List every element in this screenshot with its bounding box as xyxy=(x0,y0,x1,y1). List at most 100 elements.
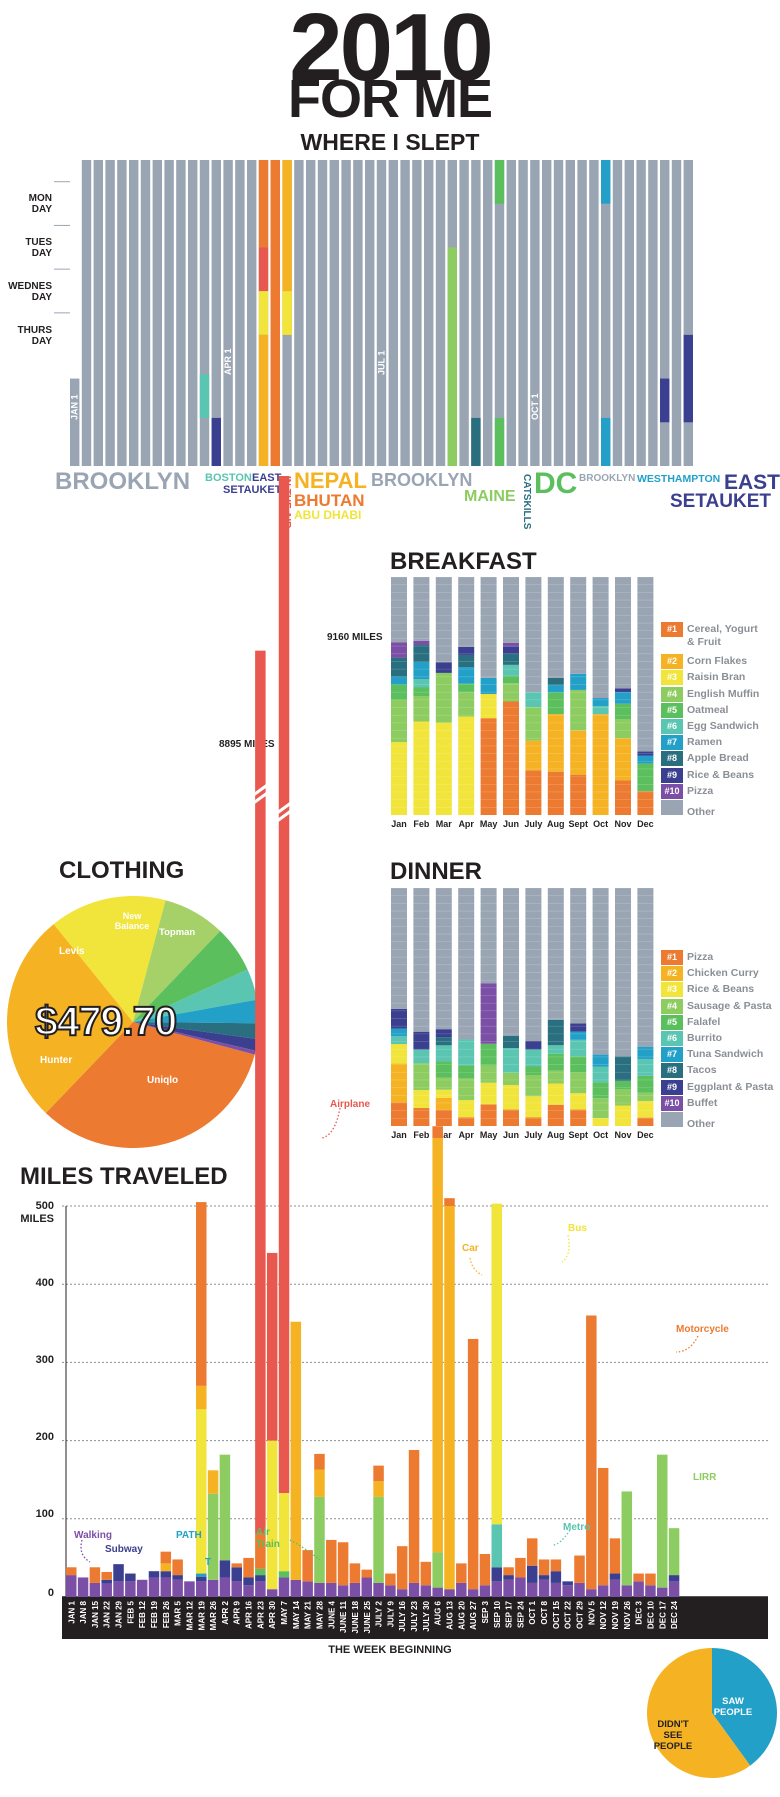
miles-bar-16-8 xyxy=(255,1533,266,1569)
legend-item: #2 Chicken Curry xyxy=(661,966,759,982)
miles-bar-50-0 xyxy=(657,1587,668,1597)
miles-bar-39-0 xyxy=(526,1582,538,1597)
dinner-bar-2-0 xyxy=(435,1109,452,1126)
legend-label: Pizza xyxy=(687,784,714,797)
dinner-bar-0-2 xyxy=(391,1044,407,1064)
sleep-week-49 xyxy=(648,160,658,466)
miles-bar-36-6 xyxy=(491,1203,503,1525)
sleep-week-25 xyxy=(365,160,375,466)
legend-swatch: #6 xyxy=(661,1031,683,1046)
miles-bar-5-1 xyxy=(125,1573,136,1582)
miles-bar-26-8 xyxy=(373,1465,384,1482)
dinner-bar-10-10 xyxy=(615,888,631,1057)
breakfast-month-label-2: Mar xyxy=(436,819,453,829)
miles-bar-28-8 xyxy=(396,1546,408,1590)
clothing-slice-1 xyxy=(6,924,134,1113)
miles-bar-14-0 xyxy=(231,1581,242,1597)
miles-bar-18-9 xyxy=(278,475,290,1493)
dinner-bar-9-4 xyxy=(592,1082,609,1099)
legend-item: #9 Rice & Beans xyxy=(661,767,754,783)
miles-bar-46-1 xyxy=(609,1573,621,1580)
miles-bar-32-0 xyxy=(444,1589,455,1597)
legend-swatch: #9 xyxy=(661,767,683,783)
axis-break-16-b xyxy=(251,790,270,806)
legend-swatch: #5 xyxy=(661,702,683,718)
miles-bar-11-1 xyxy=(196,1576,207,1582)
dinner-bar-7-2 xyxy=(547,1083,564,1105)
ytick-300: 300 xyxy=(35,1354,54,1366)
miles-bar-27-8 xyxy=(385,1573,396,1586)
miles-bar-28-0 xyxy=(396,1589,408,1597)
dinner-bar-11-0 xyxy=(637,1117,654,1126)
legend-label: Pizza xyxy=(687,951,714,963)
callout-5 xyxy=(80,1539,91,1563)
breakfast-bar-6-3 xyxy=(525,707,542,741)
miles-bar-11-7 xyxy=(196,1385,207,1410)
legend-item: #6 Egg Sandwich xyxy=(661,719,759,734)
miles-bar-31-0 xyxy=(432,1587,443,1597)
miles-bar-17-0 xyxy=(266,1589,278,1597)
dinner-bar-0-1 xyxy=(391,1063,407,1103)
legend-item: #8 Apple Bread xyxy=(661,751,749,767)
breakfast-bar-10-10 xyxy=(615,577,631,689)
breakfast-bar-4-6 xyxy=(480,677,497,694)
breakfast-bar-5-4 xyxy=(503,675,519,684)
breakfast-bar-3-4 xyxy=(458,683,475,692)
mode-motorcycle: Motorcycle xyxy=(676,1324,729,1335)
breakfast-bar-0-4 xyxy=(391,684,407,700)
breakfast-bar-0-10 xyxy=(391,577,407,643)
dinner-bar-1-8 xyxy=(413,1031,430,1050)
breakfast-bar-11-8 xyxy=(637,751,654,756)
week-label-5: FEB 5 xyxy=(126,1600,135,1623)
breakfast-bar-5-3 xyxy=(503,683,519,702)
breakfast-month-label-5: Jun xyxy=(503,819,519,829)
week-label-8: FEB 26 xyxy=(162,1600,171,1628)
miles-bar-45-8 xyxy=(597,1467,609,1586)
miles-bar-36-0 xyxy=(491,1581,503,1597)
callout-1 xyxy=(469,1257,483,1276)
miles-bar-30-0 xyxy=(420,1585,432,1597)
legend-item: #10 Pizza xyxy=(661,783,714,799)
week-label-19: MAY 14 xyxy=(292,1600,301,1629)
week-label-15: APR 16 xyxy=(245,1600,254,1629)
sleep-week-19 xyxy=(294,160,304,466)
pie-label-didnt-see-people: DIDN'T SEE PEOPLE xyxy=(653,1719,693,1752)
week-label-39: OCT 1 xyxy=(528,1600,537,1624)
miles-bar-14-8 xyxy=(231,1563,242,1568)
breakfast-bar-0-3 xyxy=(391,699,407,743)
breakfast-bar-1-10 xyxy=(413,577,430,641)
date-marker-0: JAN 1 xyxy=(70,394,80,420)
miles-bar-9-1 xyxy=(172,1575,183,1580)
miles-bar-31-7 xyxy=(432,1137,443,1553)
sleep-week-34 xyxy=(471,160,481,466)
day-label-thursday: THURS DAY xyxy=(17,325,52,347)
miles-bar-15-8 xyxy=(243,1557,254,1578)
miles-bar-46-8 xyxy=(609,1538,621,1574)
legend-swatch: #10 xyxy=(661,783,683,799)
mode-air-train: Air Train xyxy=(256,1527,280,1550)
legend-item: #2 Corn Flakes xyxy=(661,654,747,670)
miles-bar-4-0 xyxy=(113,1581,124,1597)
dinner-bar-11-5 xyxy=(637,1059,654,1076)
dinner-bar-2-4 xyxy=(435,1061,452,1078)
miles-bar-21-0 xyxy=(314,1582,325,1597)
miles-bar-47-0 xyxy=(621,1585,633,1597)
dinner-bar-11-2 xyxy=(637,1100,654,1118)
breakfast-bar-11-6 xyxy=(637,755,654,764)
dinner-bar-10-2 xyxy=(615,1105,631,1126)
miles-bar-23-0 xyxy=(337,1585,349,1597)
sleep-week-44 xyxy=(589,160,599,466)
miles-bar-31-8 xyxy=(432,1126,443,1138)
breakfast-bar-1-6 xyxy=(413,662,430,679)
sleep-week-37 xyxy=(506,160,516,466)
dinner-bar-0-8 xyxy=(391,1008,407,1029)
pie-label-saw-people: SAW PEOPLE xyxy=(713,1696,753,1718)
dinner-bar-11-3 xyxy=(637,1092,654,1101)
legend-item: #3 Raisin Bran xyxy=(661,670,745,686)
miles-bar-14-1 xyxy=(231,1567,242,1582)
sleep-week-47 xyxy=(624,160,634,466)
dinner-bar-1-0 xyxy=(413,1108,430,1126)
dinner-month-label-8: Sept xyxy=(568,1130,588,1140)
dinner-title: DINNER xyxy=(390,858,483,885)
miles-bar-37-8 xyxy=(503,1567,514,1576)
